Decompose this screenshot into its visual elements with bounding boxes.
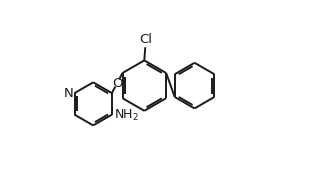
Text: N: N bbox=[63, 87, 73, 100]
Text: O: O bbox=[112, 77, 122, 90]
Text: Cl: Cl bbox=[139, 33, 152, 46]
Text: NH$_2$: NH$_2$ bbox=[114, 108, 139, 123]
